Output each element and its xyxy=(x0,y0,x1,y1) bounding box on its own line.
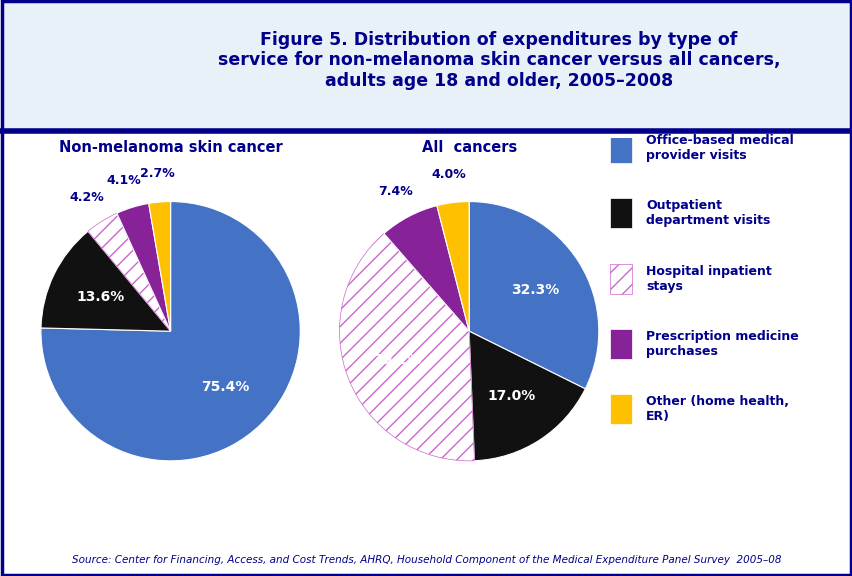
Text: AHRQ: AHRQ xyxy=(101,32,150,47)
Title: Non-melanoma skin cancer: Non-melanoma skin cancer xyxy=(59,141,282,156)
Wedge shape xyxy=(41,202,300,461)
Text: 17.0%: 17.0% xyxy=(486,389,535,403)
Text: 2.7%: 2.7% xyxy=(140,167,175,180)
Text: 4.2%: 4.2% xyxy=(69,191,104,203)
Wedge shape xyxy=(469,202,598,389)
Wedge shape xyxy=(469,331,584,461)
Wedge shape xyxy=(339,233,474,461)
Wedge shape xyxy=(117,203,170,331)
Text: 7.4%: 7.4% xyxy=(377,185,412,198)
Text: Outpatient
department visits: Outpatient department visits xyxy=(646,199,769,228)
Text: Hospital inpatient
stays: Hospital inpatient stays xyxy=(646,264,771,293)
Text: 13.6%: 13.6% xyxy=(77,290,124,304)
Wedge shape xyxy=(148,202,170,331)
Text: Advancing
Excellence in
Health Care: Advancing Excellence in Health Care xyxy=(95,60,156,92)
Text: 4.0%: 4.0% xyxy=(431,168,466,181)
Text: Office-based medical
provider visits: Office-based medical provider visits xyxy=(646,134,793,162)
Wedge shape xyxy=(383,206,469,331)
Bar xyxy=(610,329,631,359)
Bar xyxy=(81,6,170,127)
Bar xyxy=(610,394,631,424)
Title: All  cancers: All cancers xyxy=(421,141,516,156)
Wedge shape xyxy=(88,213,170,331)
Bar xyxy=(610,198,631,229)
Text: 4.1%: 4.1% xyxy=(106,173,141,187)
Wedge shape xyxy=(41,232,170,331)
Text: Figure 5. Distribution of expenditures by type of
service for non-melanoma skin : Figure 5. Distribution of expenditures b… xyxy=(217,31,780,90)
Text: Source: Center for Financing, Access, and Cost Trends, AHRQ, Household Component: Source: Center for Financing, Access, an… xyxy=(72,555,780,565)
Text: Other (home health,
ER): Other (home health, ER) xyxy=(646,395,788,423)
Text: Prescription medicine
purchases: Prescription medicine purchases xyxy=(646,329,798,358)
Bar xyxy=(610,264,631,294)
Wedge shape xyxy=(436,202,469,331)
Bar xyxy=(610,133,631,164)
Text: 39.2%: 39.2% xyxy=(372,353,421,367)
Text: 32.3%: 32.3% xyxy=(510,283,559,297)
Text: 75.4%: 75.4% xyxy=(200,380,249,394)
